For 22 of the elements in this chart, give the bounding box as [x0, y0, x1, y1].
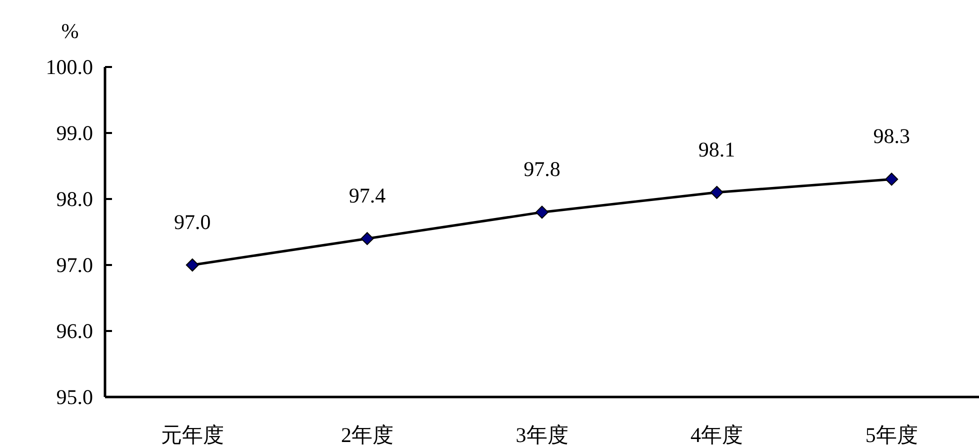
y-tick-label: 97.0 — [56, 253, 93, 277]
x-tick-label: 4年度 — [690, 423, 744, 447]
data-label: 97.0 — [174, 210, 211, 234]
y-tick-label: 95.0 — [56, 385, 93, 409]
data-label: 97.4 — [348, 184, 386, 208]
x-tick-label: 5年度 — [865, 423, 918, 447]
data-label: 98.3 — [873, 124, 910, 148]
point — [186, 258, 199, 272]
point — [360, 232, 374, 246]
y-tick-label: 99.0 — [56, 121, 93, 145]
y-tick-label: 100.0 — [46, 55, 93, 79]
data-label: 98.1 — [698, 137, 736, 162]
y-tick-label: 96.0 — [56, 319, 93, 343]
data-label: 97.8 — [524, 157, 560, 182]
x-tick-label: 元年度 — [160, 423, 224, 447]
y-axis-title: % — [61, 19, 79, 43]
x-tick-label: 2年度 — [340, 423, 394, 447]
point — [710, 186, 724, 199]
point — [536, 206, 548, 219]
y-tick-label: 98.0 — [56, 187, 93, 211]
point — [885, 172, 898, 186]
x-tick-label: 3年度 — [516, 423, 568, 447]
